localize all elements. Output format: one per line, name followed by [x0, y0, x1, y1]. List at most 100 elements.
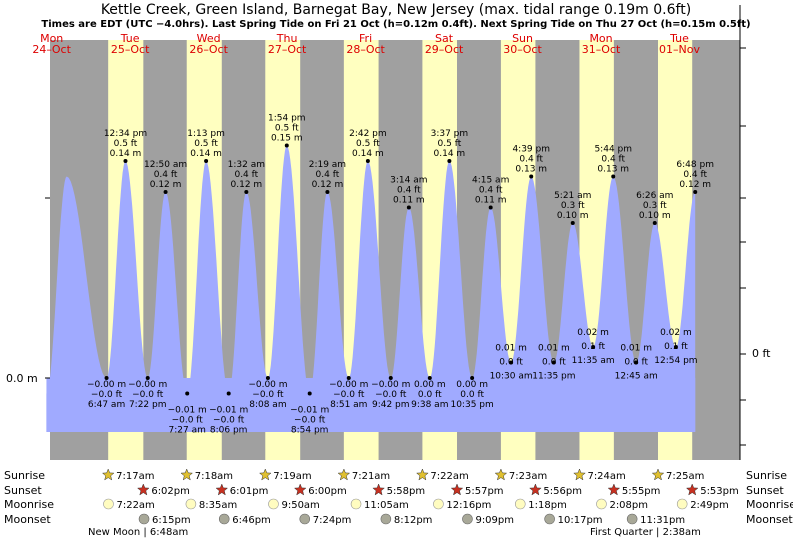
sunset-time: 5:57pm — [465, 486, 504, 497]
high-tide-time: 2:42 pm — [349, 129, 387, 139]
high-tide-ft: 0.4 ft — [479, 186, 503, 196]
low-tide-time: 8:06 pm — [210, 426, 248, 436]
sunrise-row-label-left: Sunrise — [4, 469, 45, 482]
moonrise-row-label-right: Moonrise — [746, 498, 793, 511]
low-tide-m: 0.01 m — [495, 344, 527, 354]
high-tide-m: 0.15 m — [271, 134, 303, 144]
low-tide-ft: −0.0 ft — [252, 390, 284, 400]
moonrise-time: 9:50am — [281, 500, 319, 511]
high-tide-ft: 0.3 ft — [561, 201, 585, 211]
day-name-label: Mon — [40, 32, 63, 45]
sunrise-star-icon — [258, 468, 272, 481]
sunrise-star-icon — [337, 468, 351, 481]
tide-point — [244, 190, 249, 194]
low-tide-m: −0.00 m — [128, 380, 167, 390]
sunset-row-label-left: Sunset — [4, 484, 42, 497]
low-tide-time: 11:35 am — [572, 356, 615, 366]
low-tide-m: −0.01 m — [168, 406, 207, 416]
day-date-label: 30–Oct — [503, 43, 542, 56]
tide-point — [551, 360, 556, 365]
low-tide-time: 10:30 am — [490, 372, 533, 382]
tide-point — [406, 205, 411, 210]
moonrise-moon-icon — [350, 498, 362, 510]
sunset-time: 6:00pm — [308, 486, 347, 497]
moonset-moon-icon — [218, 513, 230, 525]
sunset-star-icon — [136, 483, 150, 496]
moon-phase-first-quarter: First Quarter | 2:38am — [590, 527, 701, 538]
high-tide-time: 1:54 pm — [268, 114, 306, 124]
high-tide-ft: 0.5 ft — [194, 139, 218, 149]
sunset-star-icon — [215, 483, 229, 496]
day-name-label: Fri — [359, 32, 372, 45]
day-date-label: 27–Oct — [268, 43, 307, 56]
low-tide-time: 8:51 am — [330, 400, 367, 410]
tide-point — [307, 391, 312, 396]
sunrise-star-icon — [180, 468, 194, 481]
high-tide-m: 0.12 m — [679, 180, 711, 190]
tide-point — [163, 190, 168, 194]
high-tide-ft: 0.3 ft — [643, 201, 667, 211]
tide-point — [226, 391, 231, 396]
moonrise-moon-icon — [676, 498, 688, 510]
sunset-time: 5:55pm — [622, 486, 661, 497]
chart-title: Kettle Creek, Green Island, Barnegat Bay… — [101, 2, 691, 18]
moonset-row-label-left: Moonset — [4, 513, 51, 526]
tide-point — [470, 376, 475, 380]
sunrise-star-icon — [416, 468, 429, 481]
moonset-time: 8:12pm — [394, 515, 433, 526]
moonset-time: 6:46pm — [232, 515, 271, 526]
sunset-star-icon — [607, 483, 621, 496]
moonrise-time: 2:08pm — [609, 500, 648, 511]
low-tide-ft: 0.0 ft — [542, 358, 566, 368]
high-tide-time: 5:44 pm — [594, 145, 632, 155]
high-tide-m: 0.12 m — [312, 180, 344, 190]
day-date-label: 26–Oct — [189, 43, 228, 56]
high-tide-time: 1:32 am — [228, 160, 265, 170]
high-tide-ft: 0.4 ft — [397, 186, 421, 196]
moonset-moon-icon — [626, 513, 638, 525]
high-tide-ft: 0.5 ft — [438, 139, 462, 149]
right-axis-ticks — [740, 47, 746, 446]
moonrise-moon-icon — [103, 498, 114, 510]
tide-point — [447, 159, 452, 163]
sunrise-time: 7:21am — [352, 471, 390, 482]
high-tide-time: 6:26 am — [636, 191, 673, 201]
high-tide-time: 1:13 pm — [187, 129, 225, 139]
sunset-time: 5:53pm — [700, 486, 739, 497]
day-name-label: Wed — [197, 32, 221, 45]
low-tide-time: 7:22 pm — [129, 400, 167, 410]
high-tide-m: 0.10 m — [557, 211, 589, 221]
day-name-label: Thu — [276, 32, 298, 45]
high-tide-time: 2:19 am — [309, 160, 346, 170]
high-tide-ft: 0.4 ft — [234, 170, 258, 180]
sunrise-star-icon — [573, 468, 586, 481]
high-tide-time: 3:37 pm — [431, 129, 469, 139]
moonrise-time: 2:49pm — [690, 500, 729, 511]
sunset-time: 5:56pm — [543, 486, 582, 497]
sunrise-time: 7:24am — [587, 471, 625, 482]
low-tide-m: 0.01 m — [620, 344, 652, 354]
low-tide-ft: 0.0 ft — [460, 390, 484, 400]
day-name-label: Sat — [435, 32, 454, 45]
high-tide-m: 0.11 m — [475, 196, 507, 206]
day-name-label: Tue — [669, 32, 689, 45]
tide-point — [427, 376, 432, 380]
tide-point — [284, 143, 289, 148]
low-tide-ft: −0.0 ft — [333, 390, 365, 400]
moonset-time: 7:24pm — [313, 515, 352, 526]
moonrise-row-label-left: Moonrise — [4, 498, 54, 511]
sunset-row-label-right: Sunset — [746, 484, 784, 497]
tide-point — [123, 159, 128, 163]
high-tide-m: 0.14 m — [110, 149, 142, 159]
low-tide-time: 12:54 pm — [654, 356, 697, 366]
high-tide-ft: 0.4 ft — [519, 155, 543, 165]
high-tide-m: 0.14 m — [190, 149, 222, 159]
tide-base — [46, 378, 696, 432]
chart-subtitle: Times are EDT (UTC −4.0hrs). Last Spring… — [41, 19, 750, 30]
moonrise-time: 11:05am — [364, 500, 409, 511]
moonset-moon-icon — [462, 513, 473, 525]
low-tide-time: 8:54 pm — [291, 426, 329, 436]
moonrise-moon-icon — [185, 498, 197, 510]
